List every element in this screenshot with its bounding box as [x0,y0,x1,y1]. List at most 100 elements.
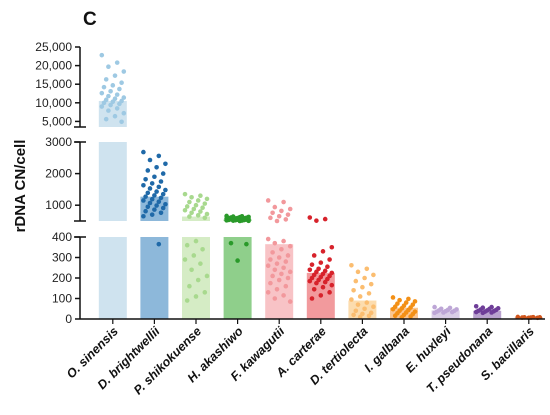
data-point [200,205,205,211]
data-point [279,271,284,277]
data-point [265,236,271,242]
y-tick-label: 20,000 [35,59,72,73]
data-point [325,264,330,270]
data-point [112,113,118,119]
data-point [244,241,249,247]
data-point [163,201,168,207]
data-point [281,199,286,205]
data-point [189,195,194,200]
data-point [351,312,356,318]
data-point [163,161,168,167]
bar [182,216,210,221]
data-point [156,184,162,190]
data-point [149,196,155,202]
data-point [320,249,326,254]
data-point [357,294,363,299]
data-point [327,257,332,262]
data-point [152,193,157,198]
data-point [106,108,111,113]
data-point [268,280,273,286]
data-point [147,186,153,191]
data-point [184,204,190,209]
data-point [307,215,313,220]
data-point [156,241,162,247]
data-point [272,267,278,273]
data-point [182,191,188,197]
data-point [353,308,359,314]
data-point [329,244,335,250]
data-point [432,304,437,310]
data-point [270,210,275,216]
data-point [152,174,157,180]
data-point [265,290,271,295]
data-point [314,280,319,286]
data-point [141,182,146,188]
data-point [160,205,166,211]
data-point [283,259,289,264]
y-tick-label: 5,000 [42,114,72,128]
data-point [329,282,335,288]
data-point [362,306,367,312]
data-point [274,218,280,224]
data-point [184,242,190,248]
data-point [158,195,164,201]
data-point [237,218,243,224]
data-point [283,283,289,289]
data-point [112,73,118,78]
data-point [160,191,166,197]
y-tick-label: 25,000 [35,40,72,54]
data-point [103,116,109,122]
data-point [362,275,367,281]
data-point [145,190,151,196]
bar [431,310,460,319]
data-point [204,273,210,279]
data-point [309,262,315,267]
data-point [276,277,282,283]
data-point [195,213,201,218]
data-point [281,238,286,244]
data-point [366,291,372,296]
data-point [371,304,376,310]
data-point [193,294,199,299]
data-point [195,198,201,203]
data-point [281,265,286,271]
data-point [408,314,413,319]
data-point [412,299,418,304]
data-point [187,199,192,205]
data-points [99,52,543,321]
data-point [145,168,151,173]
data-point [224,218,229,223]
data-point [200,247,205,252]
data-point [121,110,127,116]
data-point [287,299,293,304]
y-axis: 0 100 200 300 400 1000 2000 3000 5,000 10,000 15,0… [35,40,86,326]
data-point [154,203,159,208]
y-tick-label: 15,000 [35,77,72,91]
data-point [228,240,234,246]
data-point [114,60,120,65]
data-point [285,275,291,281]
data-point [156,199,162,205]
data-point [235,258,240,263]
data-point [397,297,402,303]
data-point [99,90,105,96]
data-point [272,204,278,210]
data-point [158,210,164,216]
data-point [480,310,486,316]
data-point [274,286,280,292]
data-point [141,213,146,219]
data-point [390,295,396,300]
data-point [202,290,208,295]
bar [98,237,127,319]
data-point [101,100,107,106]
data-point [119,119,124,125]
data-point [265,263,271,269]
data-point [285,212,291,217]
data-point [320,284,326,290]
data-point [353,278,359,284]
data-point [327,290,332,295]
data-point [268,257,273,262]
data-point [198,209,203,214]
data-point [287,243,293,249]
